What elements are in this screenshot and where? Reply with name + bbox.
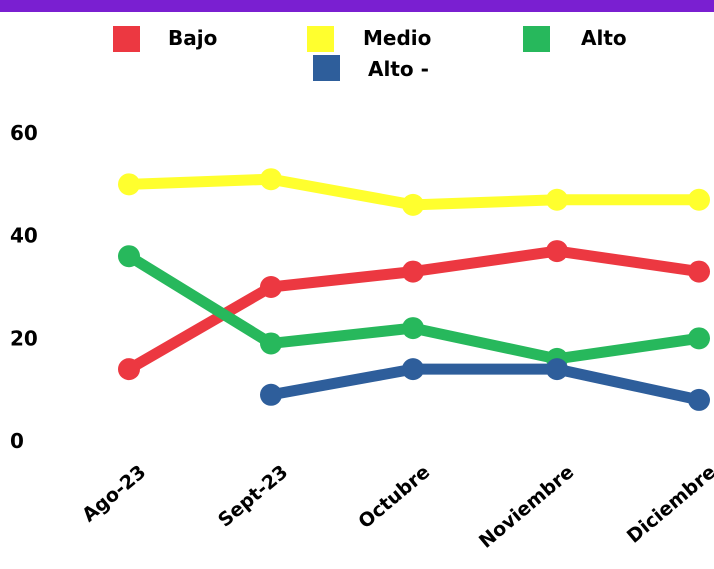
- data-point-bajo: [118, 358, 140, 381]
- data-point-alto-minus: [688, 388, 710, 411]
- y-axis: 0 20 40 60: [10, 121, 38, 453]
- data-point-alto: [688, 327, 710, 350]
- x-tick-label: Noviembre: [475, 461, 578, 553]
- data-point-bajo: [546, 240, 568, 263]
- legend-item-medio: Medio: [307, 26, 431, 52]
- y-tick-label: 60: [10, 121, 38, 145]
- data-point-bajo: [688, 260, 710, 283]
- legend-label-alto-minus: Alto -: [368, 57, 429, 81]
- data-point-medio: [546, 188, 568, 211]
- x-tick-label: Diciembre: [623, 461, 714, 548]
- y-tick-label: 0: [10, 429, 24, 453]
- legend-item-alto-minus: Alto -: [313, 55, 429, 81]
- data-point-alto-minus: [402, 358, 424, 381]
- legend-swatch-alto-minus: [313, 55, 340, 81]
- x-tick-label: Octubre: [354, 461, 434, 533]
- y-tick-label: 40: [10, 224, 38, 248]
- series-points: [118, 168, 710, 411]
- x-tick-label: Ago-23: [78, 461, 150, 527]
- data-point-alto-minus: [260, 383, 282, 406]
- legend: Bajo Medio Alto Alto -: [113, 26, 627, 81]
- x-tick-label: Sept-23: [214, 461, 292, 532]
- data-point-medio: [260, 168, 282, 191]
- y-tick-label: 20: [10, 326, 38, 350]
- legend-swatch-medio: [307, 26, 334, 52]
- data-point-bajo: [260, 276, 282, 298]
- data-point-medio: [402, 193, 424, 216]
- x-axis: Ago-23 Sept-23 Octubre Noviembre Diciembre: [78, 461, 714, 553]
- legend-swatch-bajo: [113, 26, 140, 52]
- data-point-medio: [688, 188, 710, 211]
- data-point-alto: [260, 332, 282, 355]
- top-accent-bar: [0, 0, 714, 12]
- data-point-alto-minus: [546, 358, 568, 381]
- data-point-medio: [118, 173, 140, 196]
- data-point-alto: [118, 245, 140, 268]
- data-point-alto: [402, 317, 424, 340]
- series-line-alto-minus: [265, 363, 705, 406]
- legend-label-bajo: Bajo: [168, 26, 217, 50]
- legend-label-alto: Alto: [581, 26, 627, 50]
- data-point-bajo: [402, 260, 424, 283]
- legend-item-bajo: Bajo: [113, 26, 217, 52]
- legend-item-alto: Alto: [523, 26, 627, 52]
- legend-label-medio: Medio: [363, 26, 431, 50]
- legend-swatch-alto: [523, 26, 550, 52]
